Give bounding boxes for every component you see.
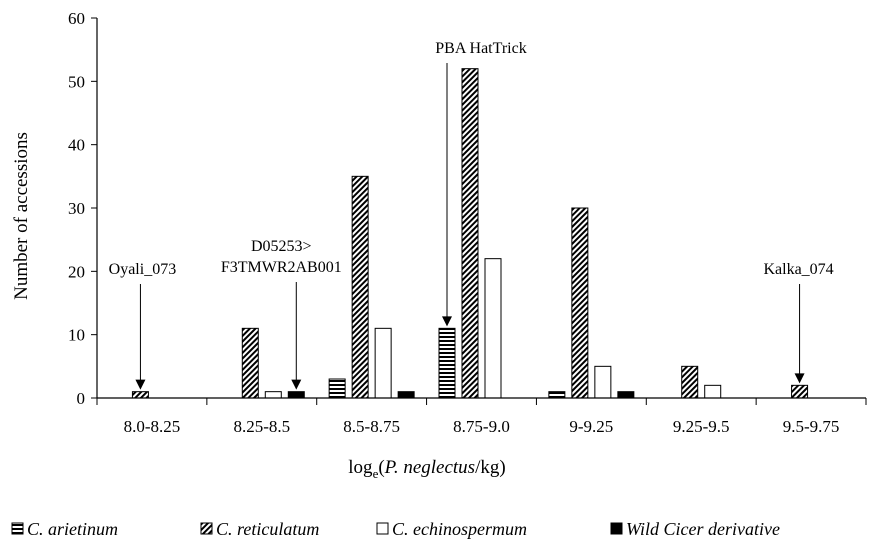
bar <box>571 207 589 399</box>
bars <box>131 68 809 399</box>
legend-label: C. arietinum <box>27 519 118 539</box>
annotation-label: F3TMWR2AB001 <box>221 259 342 276</box>
x-axis-label-italic: P. neglectus <box>384 457 475 478</box>
x-axis-label: loge(P. neglectus/kg) <box>348 457 505 481</box>
bar <box>791 384 809 399</box>
annotations: Oyali_073 D05253> F3TMWR2AB001 PBA HatTrick… <box>109 40 834 390</box>
legend-item: C. reticulatum <box>200 519 319 539</box>
legend-item: C. arietinum <box>11 519 118 539</box>
annotation: Kalka_074 <box>763 261 834 384</box>
legend-swatch <box>11 522 24 535</box>
y-tick-label: 30 <box>68 199 85 218</box>
bar <box>287 391 305 399</box>
x-axis-categories: 8.0-8.25 8.25-8.5 8.5-8.75 8.75-9.0 9-9.25 9.… <box>124 417 840 436</box>
legend-label: C. reticulatum <box>216 519 319 539</box>
bar <box>328 378 346 399</box>
y-tick-label: 10 <box>68 326 85 345</box>
y-axis-title: Number of accessions <box>11 132 32 300</box>
legend-swatch <box>200 522 213 535</box>
x-category-label: 8.5-8.75 <box>343 417 400 436</box>
bar <box>461 68 479 399</box>
annotation-arrowhead <box>135 379 146 390</box>
x-category-label: 9-9.25 <box>569 417 613 436</box>
annotation: Oyali_073 <box>109 261 177 390</box>
annotation-arrowhead <box>794 373 805 384</box>
annotation-arrowhead <box>291 379 302 390</box>
y-axis-ticks: 0 10 20 30 40 50 60 <box>68 9 97 408</box>
x-axis-label-open: ( <box>378 457 384 478</box>
annotation-arrowhead <box>442 316 452 327</box>
bar <box>131 391 149 399</box>
y-tick-label: 20 <box>68 262 85 281</box>
bar <box>241 327 259 399</box>
y-axis-label: Number of accessions <box>11 132 32 300</box>
axes <box>96 18 867 405</box>
x-axis-label-suffix: /kg) <box>475 457 506 478</box>
bar <box>594 365 612 399</box>
x-category-label: 8.75-9.0 <box>453 417 510 436</box>
legend-label: Wild Cicer derivative <box>626 519 780 539</box>
bar <box>351 175 369 399</box>
bar <box>264 391 282 399</box>
annotation-label: Oyali_073 <box>109 261 177 278</box>
bar <box>374 327 392 399</box>
legend-item: C. echinospermum <box>376 519 527 539</box>
bar <box>681 365 699 399</box>
bar <box>438 327 456 399</box>
annotation: PBA HatTrick <box>435 40 527 327</box>
legend-item: Wild Cicer derivative <box>610 519 780 539</box>
bar <box>704 384 722 399</box>
bar <box>397 391 415 399</box>
x-category-label: 9.5-9.75 <box>783 417 840 436</box>
annotation-label: D05253> <box>251 238 312 255</box>
x-category-label: 8.0-8.25 <box>124 417 181 436</box>
bar <box>548 391 566 399</box>
bar <box>617 391 635 399</box>
legend-swatch <box>376 522 389 535</box>
y-tick-label: 40 <box>68 136 85 155</box>
y-tick-label: 0 <box>77 389 86 408</box>
annotation: D05253> F3TMWR2AB001 <box>221 238 342 390</box>
x-axis-label-subscript: e <box>373 466 379 481</box>
legend-label: C. echinospermum <box>392 519 527 539</box>
x-category-label: 8.25-8.5 <box>233 417 290 436</box>
annotation-label: PBA HatTrick <box>435 40 526 57</box>
legend: C. arietinum C. reticulatum C. echinosperm… <box>11 519 780 539</box>
x-category-label: 9.25-9.5 <box>673 417 730 436</box>
annotation-label: Kalka_074 <box>763 261 833 278</box>
legend-swatch <box>610 522 623 535</box>
y-tick-label: 50 <box>68 72 85 91</box>
bar <box>484 258 502 399</box>
x-axis-label-prefix: log <box>348 457 373 478</box>
y-tick-label: 60 <box>68 9 85 28</box>
